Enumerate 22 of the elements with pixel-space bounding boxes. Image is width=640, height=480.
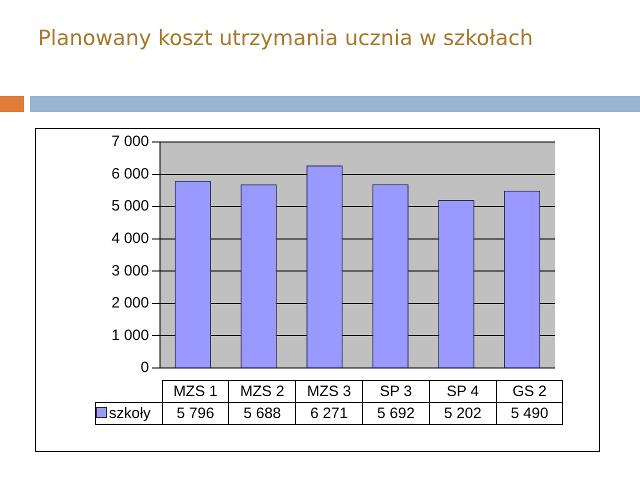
x-tick-label: MZS 3 bbox=[296, 380, 362, 402]
y-tick-label: 1 000 bbox=[111, 326, 149, 344]
data-label: 5 490 bbox=[496, 402, 563, 424]
x-tick-label: MZS 2 bbox=[228, 380, 296, 402]
x-tick-label: MZS 1 bbox=[162, 380, 229, 402]
data-label: 5 796 bbox=[162, 402, 229, 424]
x-tick-label: SP 4 bbox=[429, 380, 496, 402]
y-tick-label: 2 000 bbox=[111, 294, 149, 312]
y-tick-label: 4 000 bbox=[111, 230, 149, 247]
x-tick-label: GS 2 bbox=[496, 380, 563, 402]
y-tick-label: 3 000 bbox=[111, 262, 149, 280]
data-label: 5 202 bbox=[429, 402, 496, 424]
chart-title: Planowany koszt utrzymania ucznia w szkołach bbox=[38, 26, 534, 50]
legend-label: szkoły bbox=[96, 402, 162, 424]
data-label: 5 692 bbox=[362, 402, 430, 424]
data-label: 6 271 bbox=[296, 402, 362, 424]
data-label: 5 688 bbox=[228, 402, 296, 424]
x-tick-label: SP 3 bbox=[362, 380, 430, 402]
y-tick-label: 6 000 bbox=[111, 165, 149, 182]
y-tick-label: 7 000 bbox=[111, 133, 149, 150]
y-tick-label: 0 bbox=[140, 359, 149, 376]
y-tick-label: 5 000 bbox=[111, 198, 149, 215]
